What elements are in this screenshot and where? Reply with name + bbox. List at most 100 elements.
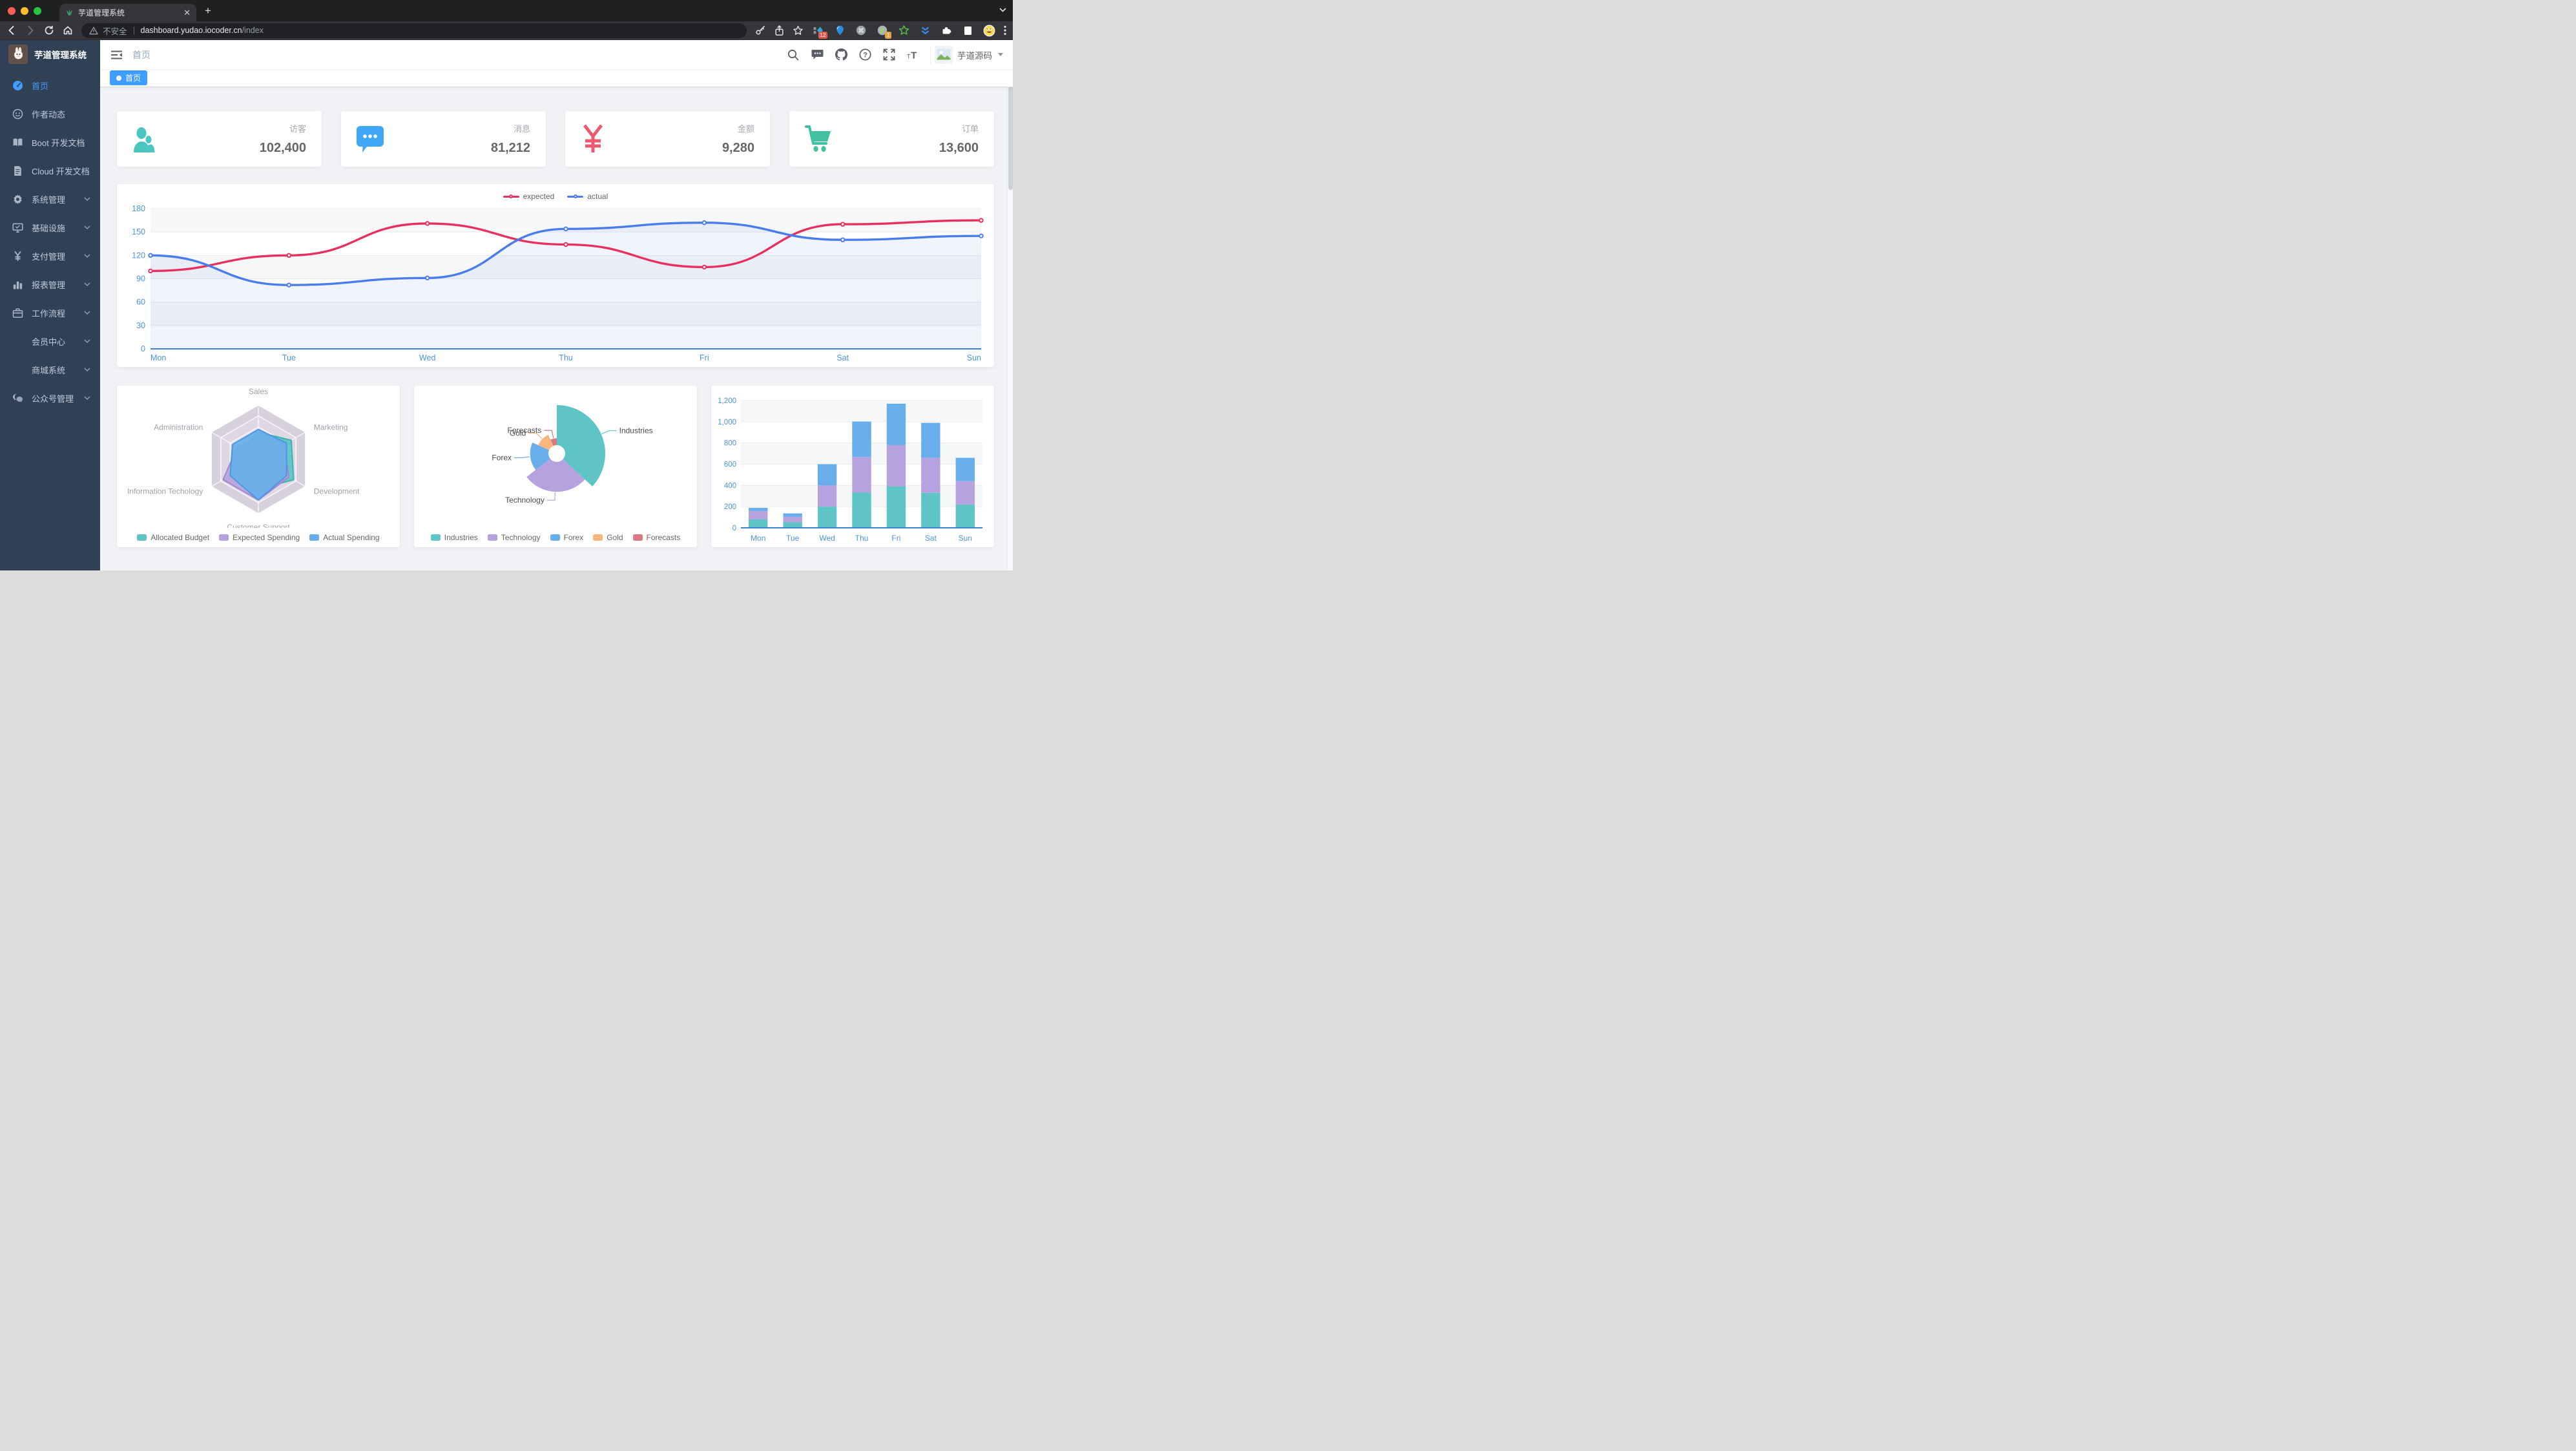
sidebar-item-pay[interactable]: 支付管理 — [0, 242, 100, 270]
minimize-window-button[interactable] — [21, 6, 28, 15]
page-scrollbar[interactable] — [1007, 40, 1013, 570]
bar-chart-panel: 1,200 1,000 800 600 400 200 0 Mon Tue Wed Thu Fri Sa… — [711, 386, 994, 547]
stat-card-orders[interactable]: 订单 13,600 — [789, 111, 994, 167]
tag-active-dot — [116, 75, 121, 81]
password-key-icon[interactable] — [755, 25, 766, 36]
sidebar-item-workflow[interactable]: 工作流程 — [0, 298, 100, 327]
profile-avatar-icon[interactable] — [982, 25, 995, 36]
stat-label: 金额 — [737, 124, 754, 134]
user-menu[interactable]: 芋道源码 — [930, 45, 1003, 64]
breadcrumb[interactable]: 首页 — [132, 49, 151, 60]
legend-item-expected[interactable]: expected — [503, 192, 554, 201]
svg-text:Sat: Sat — [925, 534, 937, 543]
svg-text:60: 60 — [136, 298, 145, 307]
legend-item-forecasts[interactable]: Forecasts — [632, 533, 680, 542]
line-chart-legend: expected actual — [123, 188, 988, 205]
search-icon[interactable] — [787, 48, 800, 61]
extension-recorder-icon[interactable]: 1 — [876, 25, 891, 39]
side-panel-icon[interactable] — [961, 25, 974, 36]
extension-balloon-icon[interactable] — [833, 25, 846, 36]
browser-menu-icon[interactable] — [1004, 25, 1006, 36]
url-host: dashboard.yudao.iocoder.cn — [140, 26, 242, 35]
stat-card-visitors[interactable]: 访客 102,400 — [117, 111, 322, 167]
svg-text:Sun: Sun — [967, 353, 981, 362]
svg-text:Mon: Mon — [751, 534, 765, 543]
sidebar-item-label: 系统管理 — [32, 194, 66, 205]
bookmark-star-icon[interactable] — [793, 25, 804, 36]
svg-text:200: 200 — [724, 503, 736, 511]
extension-docs-icon[interactable]: 12 — [812, 25, 827, 39]
svg-text:Thu: Thu — [855, 534, 869, 543]
svg-text:600: 600 — [724, 461, 736, 469]
github-icon[interactable] — [835, 48, 847, 61]
security-warning-icon[interactable] — [89, 26, 98, 35]
sidebar-item-system[interactable]: 系统管理 — [0, 185, 100, 213]
wechat-icon — [12, 393, 23, 404]
extensions-puzzle-icon[interactable] — [940, 25, 953, 36]
extension-chevrons-icon[interactable] — [919, 25, 931, 36]
dashboard-content: 访客 102,400 消息 81,212 金额 9,280 订单 13,600 expecte… — [100, 87, 1013, 570]
svg-text:Industries: Industries — [619, 426, 653, 435]
close-window-button[interactable] — [8, 6, 16, 15]
tab-search-chevron-icon[interactable] — [999, 8, 1006, 12]
sidebar-item-report[interactable]: 报表管理 — [0, 270, 100, 298]
legend-item-actual-spending[interactable]: Actual Spending — [309, 533, 380, 542]
tab-close-icon[interactable]: ✕ — [183, 8, 191, 17]
svg-text:Forex: Forex — [492, 453, 512, 462]
app-logo[interactable]: 芋道管理系统 — [0, 40, 100, 68]
legend-item-allocated-budget[interactable]: Allocated Budget — [137, 533, 209, 542]
sidebar-item-cloud-docs[interactable]: Cloud 开发文档 — [0, 156, 100, 185]
back-button[interactable] — [6, 25, 17, 36]
sidebar-toggle-hamburger-icon[interactable] — [110, 48, 123, 61]
sidebar-item-home[interactable]: 首页 — [0, 71, 100, 99]
message-icon[interactable] — [811, 48, 824, 61]
sidebar-item-boot-docs[interactable]: Boot 开发文档 — [0, 128, 100, 156]
briefcase-icon — [12, 308, 23, 318]
svg-text:T: T — [907, 53, 911, 59]
stat-value: 81,212 — [490, 141, 530, 155]
message-icon — [355, 125, 386, 153]
sidebar-item-label: 公众号管理 — [32, 393, 74, 404]
legend-item-expected-spending[interactable]: Expected Spending — [219, 533, 300, 542]
help-question-icon[interactable]: ? — [858, 48, 871, 61]
pie-chart-panel: Industries Technology Forex Gold Forecasts I… — [414, 386, 697, 547]
extension-command-icon[interactable]: ⌘ — [855, 25, 867, 36]
svg-text:1,200: 1,200 — [718, 397, 736, 405]
tag-label: 首页 — [125, 74, 141, 83]
legend-item-technology[interactable]: Technology — [487, 533, 541, 542]
legend-item-forex[interactable]: Forex — [550, 533, 583, 542]
radar-chart: Sales Administration Information Techology… — [127, 387, 360, 528]
address-bar[interactable]: 不安全 dashboard.yudao.iocoder.cn/index — [81, 23, 747, 38]
fullscreen-icon[interactable] — [882, 48, 895, 61]
share-icon[interactable] — [774, 25, 784, 36]
browser-tab[interactable]: 芋道管理系统 ✕ — [59, 4, 196, 21]
home-button[interactable] — [63, 25, 73, 36]
sidebar-item-mp[interactable]: 公众号管理 — [0, 384, 100, 412]
user-avatar — [935, 45, 953, 64]
extension-green-star-icon[interactable] — [897, 25, 910, 36]
reload-button[interactable] — [44, 25, 54, 36]
stat-value: 102,400 — [259, 141, 306, 155]
sidebar-item-member[interactable]: 会员中心 — [0, 327, 100, 355]
tag-home[interactable]: 首页 — [110, 70, 148, 85]
svg-text:120: 120 — [132, 251, 145, 260]
chevron-down-icon — [84, 282, 90, 286]
scrollbar-thumb[interactable] — [1008, 41, 1013, 190]
sidebar-item-mall[interactable]: 商城系统 — [0, 355, 100, 384]
stat-card-amount[interactable]: 金额 9,280 — [565, 111, 770, 167]
url-text: dashboard.yudao.iocoder.cn/index — [141, 26, 264, 35]
chevron-down-icon — [84, 339, 90, 343]
legend-item-actual[interactable]: actual — [567, 192, 608, 201]
zoom-window-button[interactable] — [34, 6, 41, 15]
extension-badge: 1 — [885, 31, 891, 39]
forward-button[interactable] — [25, 25, 36, 36]
new-tab-button[interactable]: + — [205, 4, 211, 17]
legend-item-industries[interactable]: Industries — [430, 533, 478, 542]
legend-item-gold[interactable]: Gold — [593, 533, 623, 542]
sidebar-item-label: 会员中心 — [32, 337, 66, 347]
stat-card-messages[interactable]: 消息 81,212 — [341, 111, 546, 167]
sidebar-item-author-news[interactable]: 作者动态 — [0, 99, 100, 128]
sidebar-item-infra[interactable]: 基础设施 — [0, 213, 100, 242]
chevron-down-icon — [84, 396, 90, 400]
